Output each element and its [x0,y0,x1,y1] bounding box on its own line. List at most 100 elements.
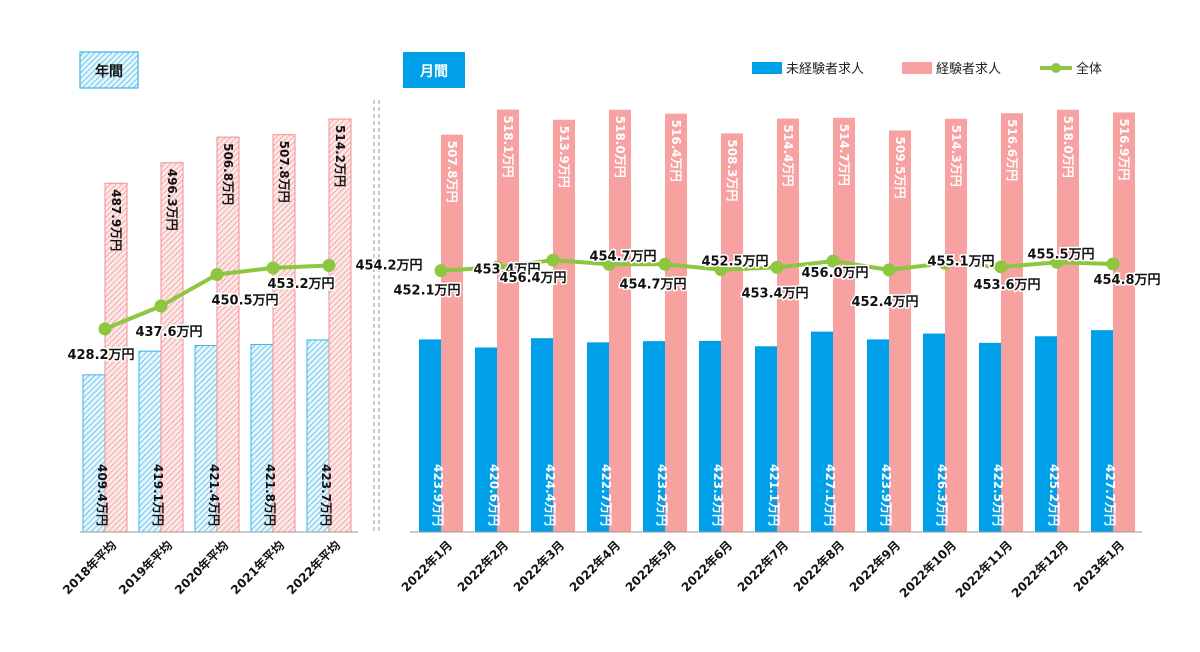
bar-experienced [945,118,967,533]
bar-inexperienced [1035,336,1057,532]
bar-inexperienced [475,347,497,532]
overall-point [714,263,728,277]
label-experienced: 509.5万円 [893,137,907,199]
bar-inexperienced [531,338,553,532]
label-overall: 454.8万円 [1093,273,1160,288]
bar-inexperienced [1091,330,1113,532]
bar-experienced [777,118,799,532]
bar-inexperienced [419,339,441,532]
label-experienced: 508.3万円 [725,139,739,201]
x-tick-label: 2022年9月 [846,538,903,595]
x-tick-label: 2022年1月 [398,538,455,595]
label-inexperienced: 422.7万円 [599,464,613,526]
bar-experienced [497,109,519,532]
overall-point [602,257,616,271]
overall-point [210,268,224,282]
legend-label-experienced: 経験者求人 [936,62,1001,77]
overall-point [1106,257,1120,271]
label-overall: 452.5万円 [701,255,768,270]
bar-inexperienced [699,340,721,532]
bar-experienced [665,113,687,533]
label-overall: 452.4万円 [851,295,918,310]
x-tick-label: 2022年平均 [283,538,343,598]
overall-point [882,263,896,277]
label-experienced: 513.9万円 [557,126,571,188]
label-inexperienced: 423.9万円 [431,464,445,526]
monthly-section-tag: 月間 [403,52,465,88]
label-inexperienced: 423.9万円 [879,464,893,526]
legend-swatch-experienced [902,62,932,74]
label-overall: 453.6万円 [973,278,1040,293]
legend-marker-overall [1051,63,1061,73]
bar-experienced [833,117,855,532]
bar-inexperienced [979,342,1001,532]
label-overall: 454.2万円 [355,258,422,273]
label-overall: 454.7万円 [589,249,656,264]
bar-experienced [441,134,463,532]
overall-point [1050,255,1064,269]
bar-inexperienced [923,333,945,532]
overall-point [658,257,672,271]
overall-point [770,260,784,274]
overall-point [546,253,560,267]
x-tick-label: 2022年11月 [952,538,1015,601]
x-tick-label: 2020年平均 [171,538,231,598]
overall-point [322,258,336,272]
bar-experienced [1113,112,1135,533]
label-experienced: 487.9万円 [109,189,123,251]
data-labels-layer: 409.4万円 487.9万円 419.1万円 496.3万円 421.4万円 506.8… [66,116,1162,526]
label-overall: 455.1万円 [927,254,994,269]
label-inexperienced: 421.1万円 [767,464,781,526]
overall-line-layer [98,253,1120,336]
label-experienced: 514.7万円 [837,124,851,186]
label-inexperienced: 420.6万円 [487,464,501,526]
label-inexperienced: 423.7万円 [319,464,333,526]
bar-inexperienced [867,339,889,532]
bar-experienced [609,109,631,533]
label-overall: 453.2万円 [267,277,334,292]
x-tick-label: 2022年6月 [678,538,735,595]
legend-label-overall: 全体 [1076,61,1102,77]
label-experienced: 514.4万円 [781,125,795,187]
label-experienced: 506.8万円 [221,143,235,205]
x-tick-label: 2022年4月 [566,538,623,595]
label-inexperienced: 409.4万円 [95,464,109,526]
label-overall: 455.5万円 [1027,247,1094,262]
x-tick-label: 2021年平均 [227,538,287,598]
bars-layer [82,109,1135,533]
label-inexperienced: 421.4万円 [207,464,221,526]
bar-experienced [889,130,911,532]
label-experienced: 516.9万円 [1117,118,1131,180]
overall-point [994,260,1008,274]
x-tick-label: 2022年12月 [1008,538,1071,601]
label-experienced: 516.4万円 [669,120,683,182]
label-inexperienced: 427.7万円 [1103,464,1117,526]
annual-section-tag: 年間 [79,51,139,89]
overall-point [266,261,280,275]
x-tick-label: 2022年3月 [510,538,567,595]
overall-point [938,256,952,270]
bar-inexperienced [755,346,777,532]
bar-experienced [1001,113,1023,533]
label-inexperienced: 425.2万円 [1047,464,1061,526]
label-inexperienced: 423.3万円 [711,464,725,526]
legend-label-inexperienced: 未経験者求人 [786,62,864,77]
label-inexperienced: 426.3万円 [935,464,949,526]
label-overall: 437.6万円 [135,325,202,340]
x-tick-label: 2019年平均 [115,538,175,598]
label-inexperienced: 423.2万円 [655,464,669,526]
label-experienced: 507.8万円 [445,141,459,203]
x-tick-label: 2022年7月 [734,538,791,595]
annual-section-label: 年間 [95,63,123,80]
x-tick-label: 2023年1月 [1070,538,1127,595]
bar-experienced [721,133,743,532]
legend-swatch-inexperienced [752,62,782,74]
label-inexperienced: 421.8万円 [263,464,277,526]
legend: 未経験者求人 経験者求人 全体 [752,61,1102,77]
label-experienced: 514.3万円 [949,125,963,187]
label-overall: 452.1万円 [393,284,460,299]
label-experienced: 514.2万円 [333,125,347,187]
bar-experienced [553,119,575,532]
